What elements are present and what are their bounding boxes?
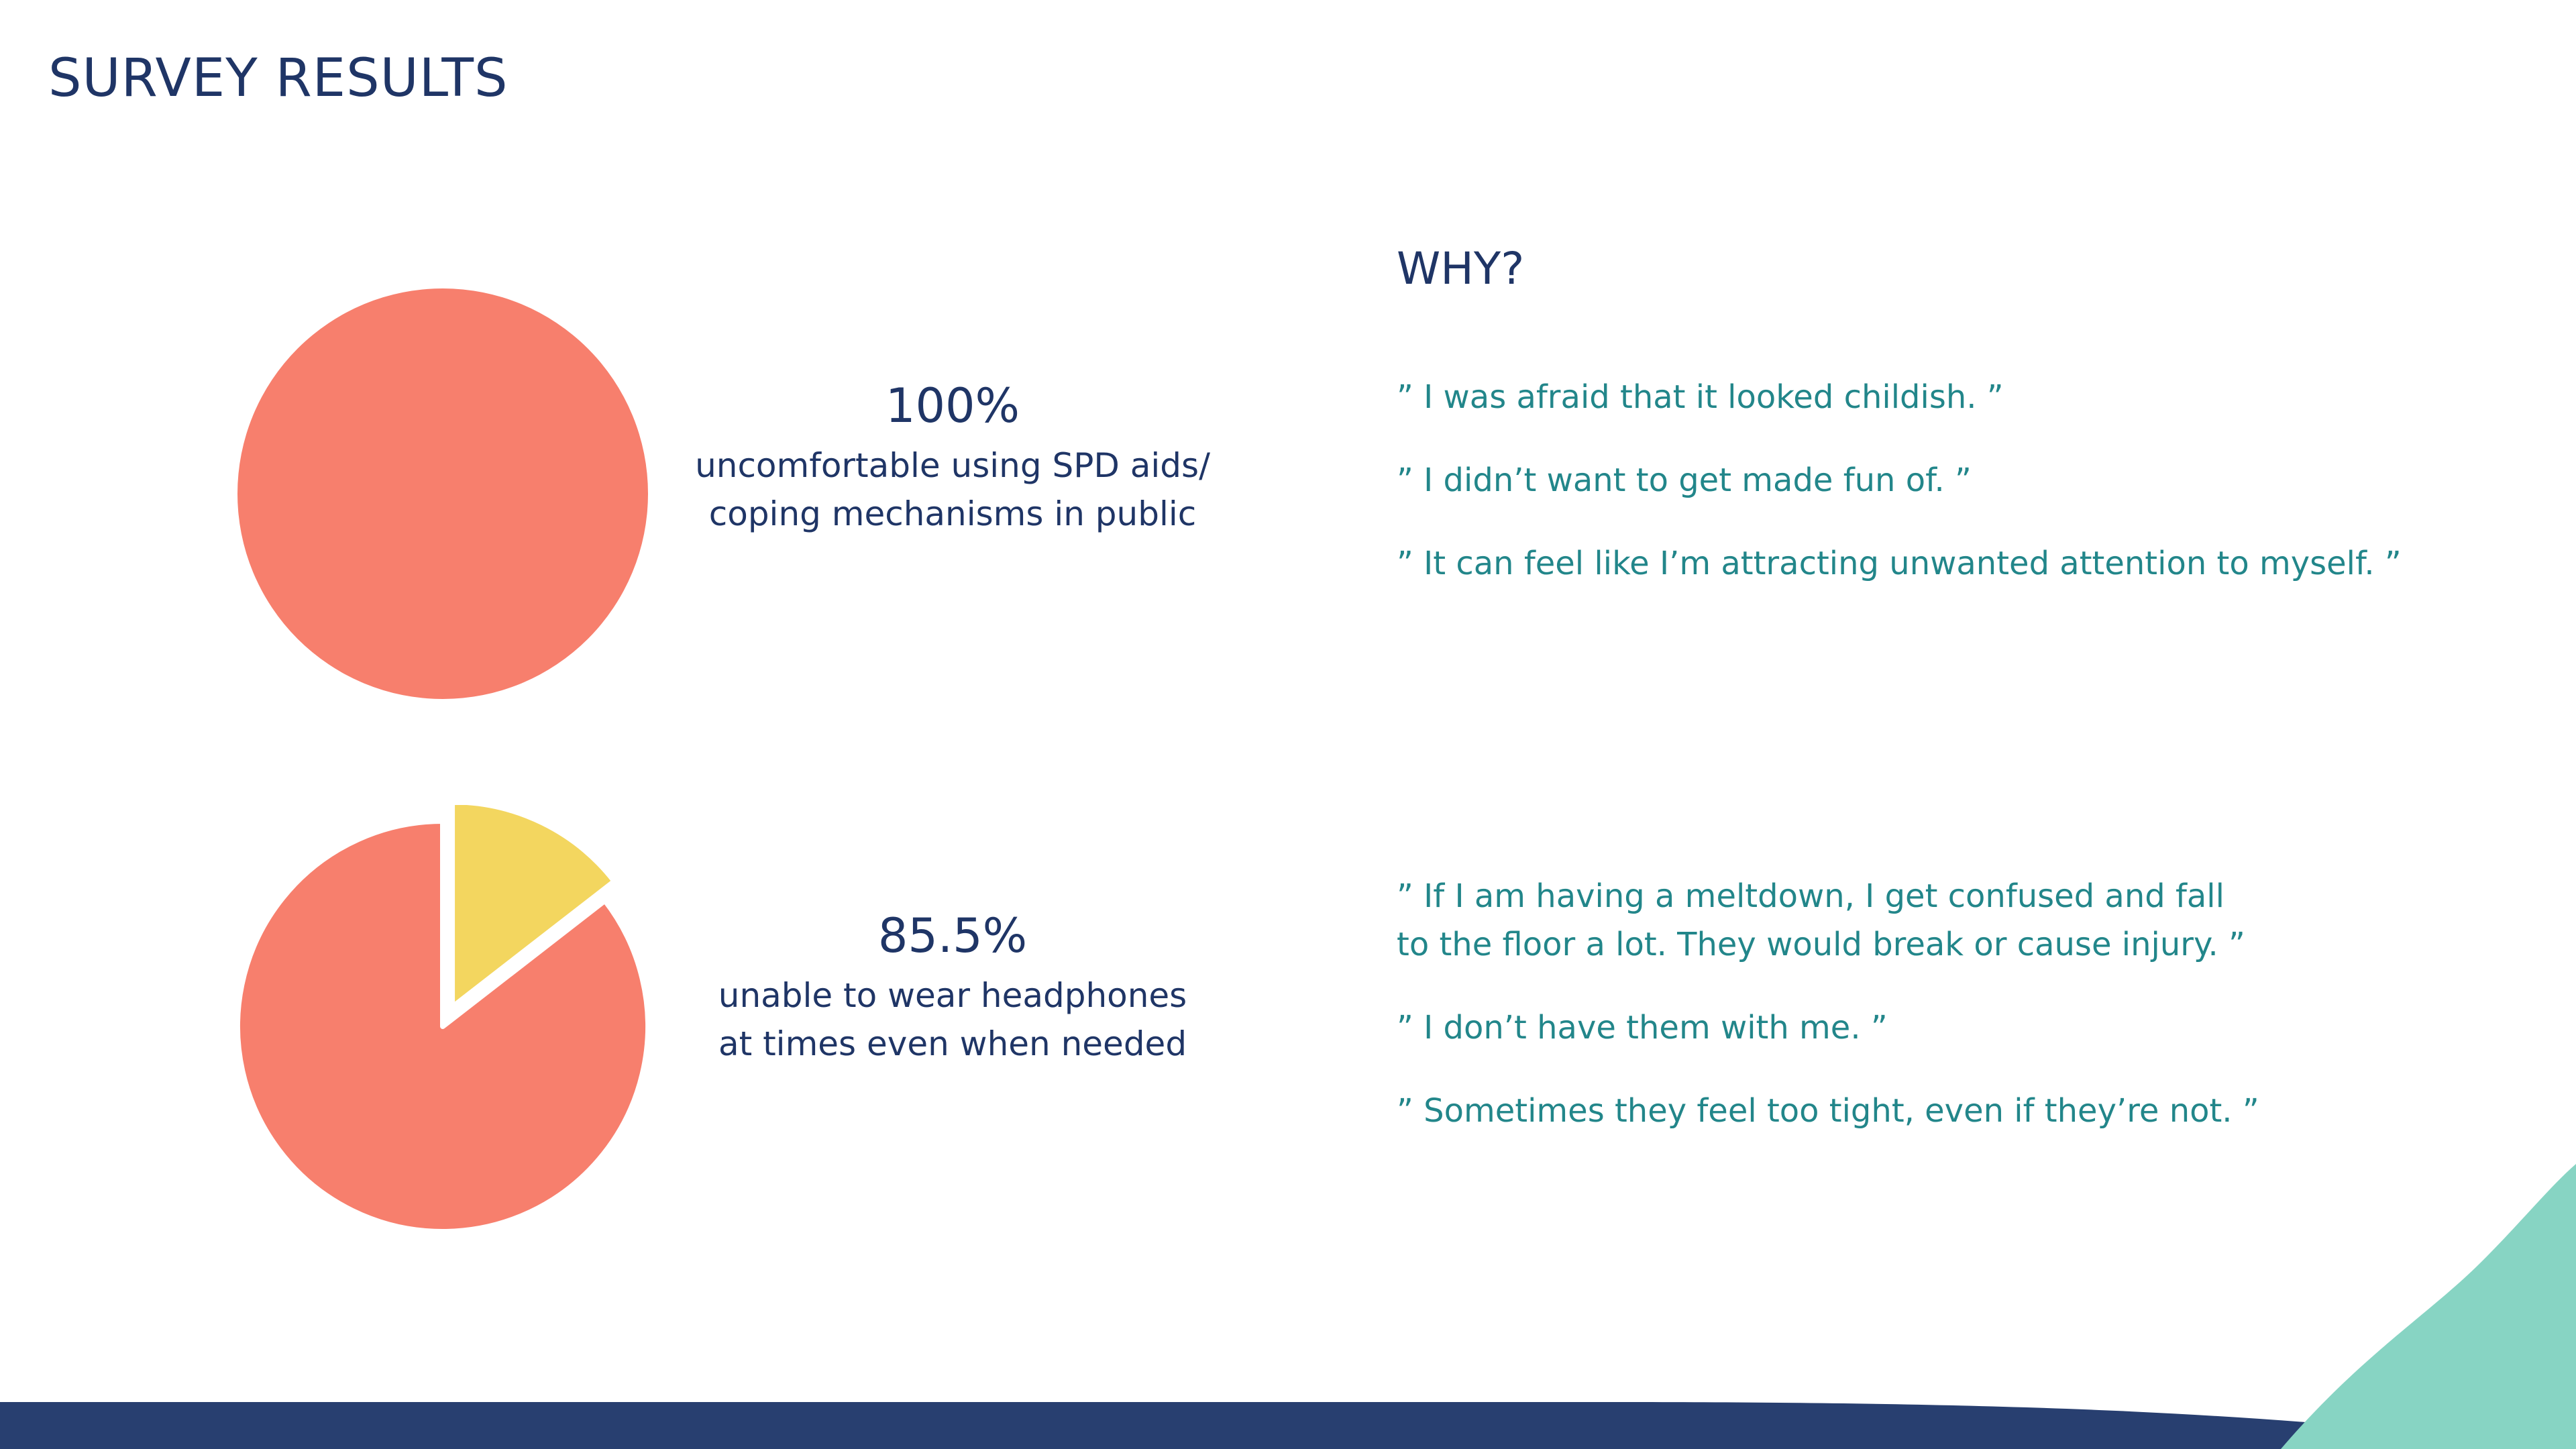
stat-caption-2-line2: at times even when needed	[718, 1024, 1187, 1063]
quote: ” I was afraid that it looked childish. …	[1397, 378, 2004, 416]
slide-title: SURVEY RESULTS	[48, 48, 508, 109]
quotes-group-1: ” I was afraid that it looked childish. …	[1397, 373, 2443, 623]
stat-block-1: 100% uncomfortable using SPD aids/ copin…	[651, 376, 1254, 538]
pie-slice-other	[449, 805, 617, 1010]
stat-caption-1-line1: uncomfortable using SPD aids/	[695, 446, 1210, 485]
stat-caption-2-line1: unable to wear headphones	[718, 976, 1187, 1015]
pie-chart-1	[237, 288, 648, 699]
quote: ” Sometimes they feel too tight, even if…	[1397, 1092, 2259, 1130]
quote: ” If I am having a meltdown, I get confu…	[1397, 877, 2245, 963]
pie-slice-unable	[235, 818, 651, 1234]
stat-block-2: 85.5% unable to wear headphones at times…	[651, 906, 1254, 1068]
stat-value-1: 100%	[885, 378, 1020, 433]
quote: ” I didn’t want to get made fun of. ”	[1397, 462, 1972, 499]
pie-chart-2	[235, 805, 651, 1234]
quotes-group-2: ” If I am having a meltdown, I get confu…	[1397, 872, 2443, 1170]
why-heading: WHY?	[1397, 243, 1525, 294]
stat-caption-1-line2: coping mechanisms in public	[708, 494, 1197, 533]
pie-slice-uncomfortable	[237, 288, 648, 699]
navy-footer-band	[0, 1402, 2348, 1449]
quote: ” It can feel like I’m attracting unwant…	[1397, 545, 2402, 582]
teal-corner-wave	[2281, 1164, 2576, 1449]
stat-value-2: 85.5%	[877, 908, 1028, 963]
quote: ” I don’t have them with me. ”	[1397, 1009, 1888, 1046]
